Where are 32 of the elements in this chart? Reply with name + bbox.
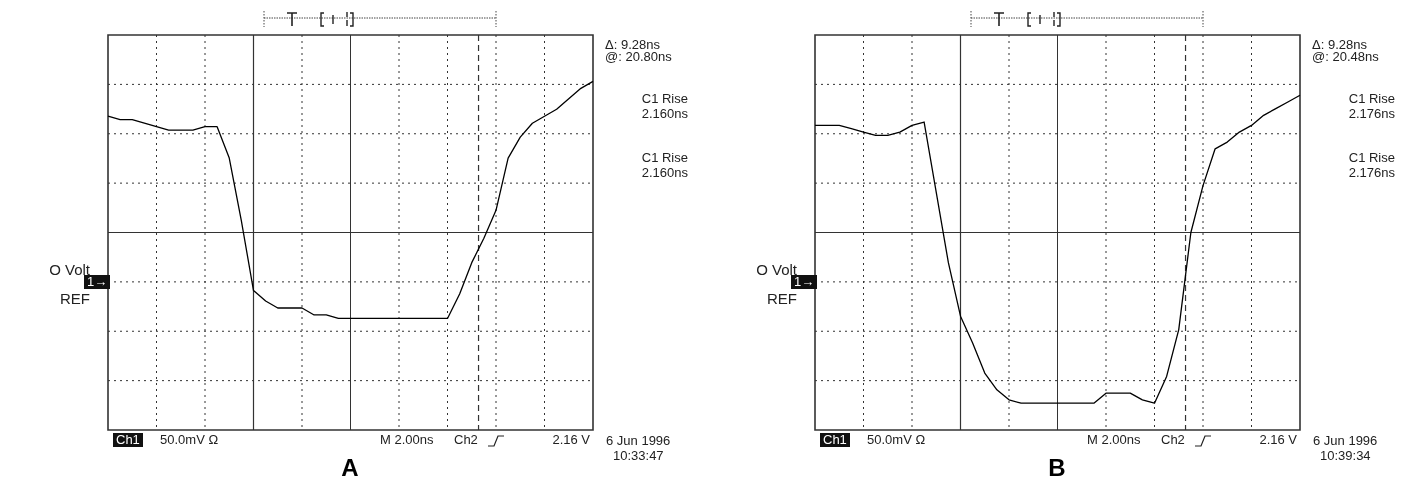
text: @: 20.48ns [1312,49,1379,64]
text: Δ: 9.28ns [1312,37,1367,52]
text: M 2.00ns [380,432,434,447]
text: 6 Jun 1996 [1313,433,1378,448]
text: M 2.00ns [1087,432,1141,447]
text: A [341,454,359,481]
text: 2.16 V [1259,432,1297,447]
text: REF [767,290,797,307]
text: 50.0mV Ω [867,432,926,447]
text: @: 20.80ns [605,49,672,64]
text: 2.16 V [552,432,590,447]
text: 10:33:47 [613,448,664,463]
text: Ch1 [113,432,143,447]
text: 1→ [791,274,818,289]
text: 50.0mV Ω [160,432,219,447]
text: 2.176ns [1348,106,1395,121]
text: B [1048,454,1066,481]
text: C1 Rise [641,91,688,106]
text: Ch1 [820,432,850,447]
text: C1 Rise [1348,150,1395,165]
text: Ch2 [454,432,478,447]
text: C1 Rise [641,150,688,165]
text: 2.160ns [641,106,688,121]
text: 10:39:34 [1320,448,1371,463]
text: Ch2 [1161,432,1185,447]
text: REF [60,290,90,307]
text: C1 Rise [1348,91,1395,106]
text: 6 Jun 1996 [606,433,671,448]
text: 2.160ns [641,165,688,180]
text: 2.176ns [1348,165,1395,180]
text: Δ: 9.28ns [605,37,660,52]
text: 1→ [84,274,111,289]
